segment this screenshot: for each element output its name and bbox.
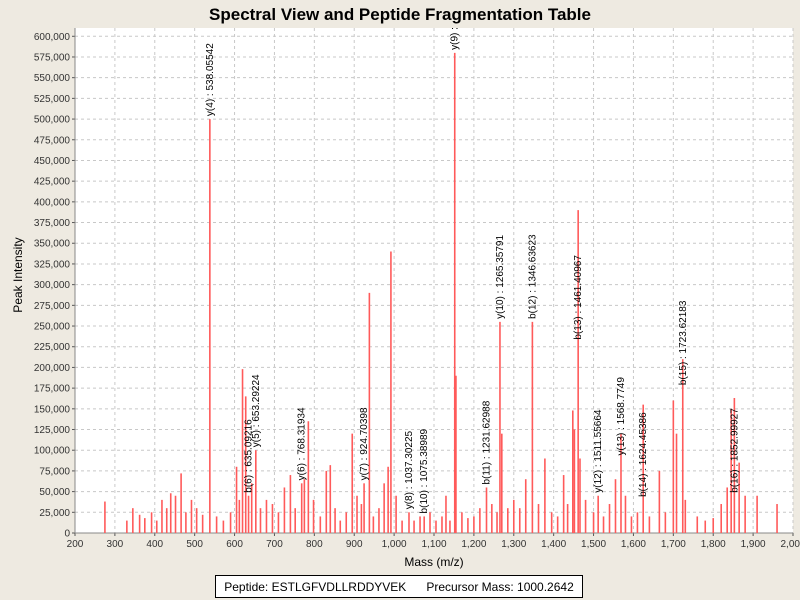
peak-annotation: y(7) : 924.70398 [359, 407, 370, 480]
x-tick-label: 1,500 [581, 539, 606, 550]
x-tick-label: 500 [186, 539, 203, 550]
y-tick-label: 50,000 [39, 487, 70, 498]
peptide-sequence: Peptide: ESTLGFVDLLRDDYVEK [224, 579, 407, 594]
y-tick-label: 200,000 [34, 363, 71, 374]
peak-annotation: b(11) : 1231.62988 [482, 400, 493, 484]
x-tick-label: 700 [266, 539, 283, 550]
y-tick-label: 350,000 [34, 239, 71, 250]
y-tick-label: 400,000 [34, 197, 71, 208]
y-tick-label: 25,000 [39, 508, 70, 519]
x-tick-label: 600 [226, 539, 243, 550]
x-tick-label: 900 [346, 539, 363, 550]
y-tick-label: 100,000 [34, 446, 71, 457]
y-tick-label: 300,000 [34, 280, 71, 291]
peak-annotation: b(14) : 1624.45386 [638, 412, 649, 497]
legend-spacer [406, 580, 426, 594]
x-axis-label: Mass (m/z) [404, 555, 463, 569]
peak-annotation: b(16) : 1852.99927 [729, 408, 740, 493]
x-tick-label: 1,800 [701, 539, 726, 550]
peak-annotation: y(5) : 653.29224 [251, 374, 262, 447]
peak-annotation: y(10) : 1265.35791 [495, 235, 506, 319]
peak-annotation: b(15) : 1723.62183 [678, 300, 689, 385]
x-tick-label: 1,100 [421, 539, 446, 550]
x-tick-label: 800 [306, 539, 323, 550]
y-tick-label: 600,000 [34, 32, 71, 43]
x-tick-label: 200 [67, 539, 84, 550]
y-tick-label: 250,000 [34, 322, 71, 333]
y-tick-label: 450,000 [34, 156, 71, 167]
y-axis-label: Peak Intensity [11, 237, 25, 312]
y-tick-label: 0 [64, 529, 70, 540]
peak-annotation: b(6) : 635.09216 [244, 419, 255, 493]
y-tick-label: 475,000 [34, 135, 71, 146]
x-tick-label: 1,000 [382, 539, 407, 550]
x-tick-label: 1,200 [461, 539, 486, 550]
x-tick-label: 1,700 [661, 539, 686, 550]
precursor-mass: Precursor Mass: 1000.2642 [426, 579, 574, 594]
y-tick-label: 125,000 [34, 425, 71, 436]
x-tick-label: 1,900 [741, 539, 766, 550]
x-tick-label: 300 [107, 539, 124, 550]
y-tick-label: 225,000 [34, 342, 71, 353]
peak-annotation: b(12) : 1346.63623 [527, 234, 538, 319]
y-tick-label: 500,000 [34, 115, 71, 126]
peak-annotation: b(13) : 1461.40967 [573, 255, 584, 340]
peak-annotation: y(6) : 768.31934 [297, 407, 308, 480]
x-tick-label: 2,000 [780, 539, 800, 550]
x-tick-label: 400 [146, 539, 163, 550]
x-tick-label: 1,400 [541, 539, 566, 550]
y-tick-label: 150,000 [34, 404, 71, 415]
y-tick-label: 375,000 [34, 218, 71, 229]
peak-annotation: y(9) : [450, 27, 461, 50]
x-tick-label: 1,300 [501, 539, 526, 550]
spectrum-chart: Spectral View and Peptide Fragmentation … [11, 5, 800, 569]
y-tick-label: 325,000 [34, 259, 71, 270]
peak-annotation: y(12) : 1511.55664 [593, 409, 604, 493]
y-tick-label: 175,000 [34, 384, 71, 395]
peak-annotation: b(10) : 1075.38989 [419, 428, 430, 513]
peak-annotation: y(4) : 538.05542 [205, 43, 216, 116]
peptide-legend: Peptide: ESTLGFVDLLRDDYVEK Precursor Mas… [215, 575, 583, 598]
x-tick-label: 1,600 [621, 539, 646, 550]
y-tick-label: 75,000 [39, 466, 70, 477]
chart-title: Spectral View and Peptide Fragmentation … [209, 5, 591, 24]
plot-area: 200 300 400 500 600 700 800 900 1,000 1,100 1,200 1… [34, 27, 800, 550]
y-tick-label: 275,000 [34, 301, 71, 312]
peak-annotation: y(13) : 1568.7749 [616, 377, 627, 456]
y-tick-label: 525,000 [34, 94, 71, 105]
peak-annotation: y(8) : 1037.30225 [404, 430, 415, 509]
y-tick-label: 425,000 [34, 177, 71, 188]
y-tick-label: 575,000 [34, 52, 71, 63]
y-tick-label: 550,000 [34, 73, 71, 84]
